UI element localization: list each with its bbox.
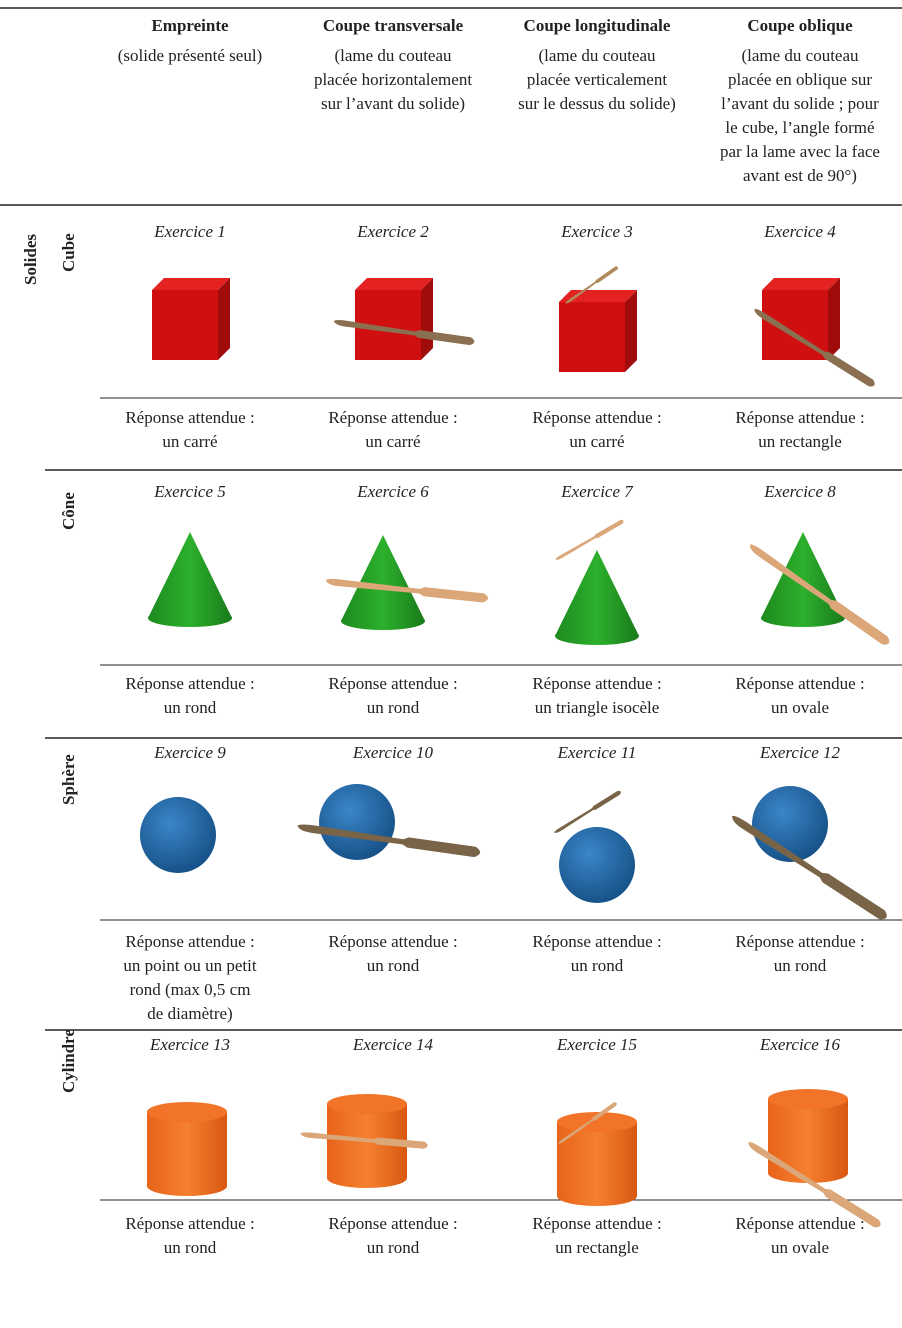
exercise-label: Exercice 6 [357, 482, 429, 501]
answer-text: un point ou un petit [123, 956, 257, 975]
column-subtitle: par la lame avec la face [720, 142, 880, 161]
answer-text: Réponse attendue : [532, 1214, 662, 1233]
answer-text: un rectangle [555, 1238, 639, 1257]
answer-text: Réponse attendue : [125, 1214, 255, 1233]
answer-text: Réponse attendue : [735, 674, 865, 693]
column-subtitle: le cube, l’angle formé [725, 118, 875, 137]
column-subtitle: placée en oblique sur [728, 70, 872, 89]
exercise-label: Exercice 3 [561, 222, 633, 241]
exercise-label: Exercice 15 [556, 1035, 638, 1054]
column-title: Coupe oblique [747, 16, 853, 35]
column-subtitle: (solide présenté seul) [117, 46, 263, 65]
column-subtitle: sur le dessus du solide) [518, 94, 676, 113]
answer-text: Réponse attendue : [735, 408, 865, 427]
answer-text: un rond [773, 956, 827, 975]
answer-text: un triangle isocèle [534, 698, 660, 717]
exercise-label: Exercice 11 [557, 743, 637, 762]
exercise-label: Exercice 8 [764, 482, 836, 501]
column-subtitle: avant est de 90°) [743, 166, 857, 185]
answer-text: Réponse attendue : [532, 674, 662, 693]
column-subtitle: (lame du couteau [741, 46, 859, 65]
exercise-label: Exercice 10 [352, 743, 434, 762]
column-title: Empreinte [151, 16, 229, 35]
exercise-label: Exercice 4 [764, 222, 836, 241]
table-lines [0, 7, 902, 1201]
column-subtitle: (lame du couteau [334, 46, 452, 65]
answer-text: Réponse attendue : [328, 1214, 458, 1233]
answer-text: Réponse attendue : [125, 408, 255, 427]
column-subtitle: (lame du couteau [538, 46, 656, 65]
answer-text: Réponse attendue : [125, 674, 255, 693]
solid-label: Sphère [59, 754, 78, 805]
solid-label: Cube [59, 233, 78, 272]
column-subtitle: placée horizontalement [313, 70, 473, 89]
answer-text: Réponse attendue : [125, 932, 255, 951]
column-title: Coupe longitudinale [523, 16, 671, 35]
column-subtitle: sur l’avant du solide) [321, 94, 465, 113]
answer-text: un rond [366, 698, 420, 717]
solid-label: Cône [59, 492, 78, 530]
answer-text: Réponse attendue : [735, 1214, 865, 1233]
answer-text: de diamètre) [147, 1004, 233, 1023]
exercise-label: Exercice 5 [154, 482, 226, 501]
answer-text: un rond [570, 956, 624, 975]
answer-text: Réponse attendue : [328, 674, 458, 693]
solid-label: Cylindre [59, 1029, 78, 1093]
exercise-label: Exercice 9 [154, 743, 226, 762]
answer-text: un rond [163, 698, 217, 717]
exercise-label: Exercice 14 [352, 1035, 434, 1054]
answer-text: Réponse attendue : [532, 408, 662, 427]
column-subtitle: l’avant du solide ; pour [721, 94, 879, 113]
group-label: Solides [21, 233, 40, 285]
exercise-label: Exercice 16 [759, 1035, 841, 1054]
answer-text: un carré [569, 432, 625, 451]
answer-text: un rond [163, 1238, 217, 1257]
exercise-label: Exercice 13 [149, 1035, 231, 1054]
answer-text: Réponse attendue : [328, 408, 458, 427]
answer-text: un ovale [770, 1238, 830, 1257]
answer-text: rond (max 0,5 cm [129, 980, 251, 999]
column-subtitle: placée verticalement [526, 70, 668, 89]
answer-text: un ovale [770, 698, 830, 717]
answer-text: Réponse attendue : [328, 932, 458, 951]
answer-text: un rond [366, 956, 420, 975]
exercise-label: Exercice 7 [561, 482, 633, 501]
exercise-label: Exercice 1 [154, 222, 226, 241]
answer-text: un rond [366, 1238, 420, 1257]
answer-text: un carré [162, 432, 218, 451]
answer-text: Réponse attendue : [735, 932, 865, 951]
exercise-label: Exercice 2 [357, 222, 429, 241]
answer-text: Réponse attendue : [532, 932, 662, 951]
answer-text: un carré [365, 432, 421, 451]
answer-text: un rectangle [758, 432, 842, 451]
exercise-label: Exercice 12 [759, 743, 841, 762]
column-title: Coupe transversale [322, 16, 464, 35]
